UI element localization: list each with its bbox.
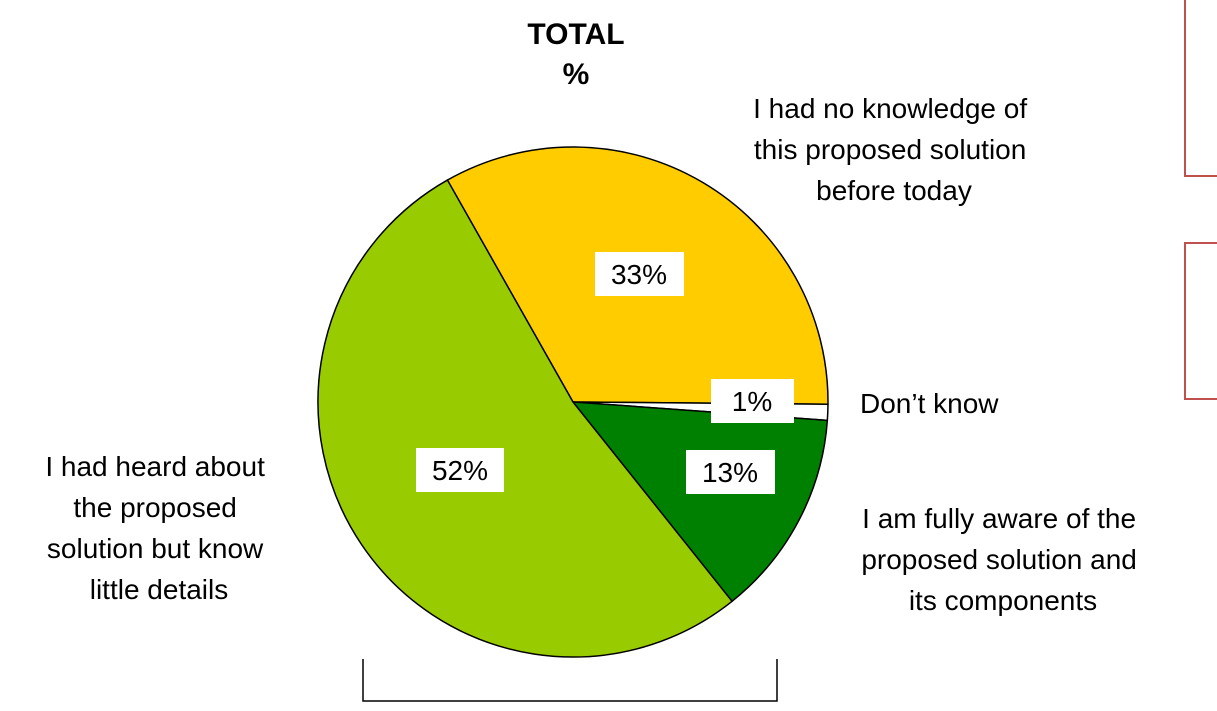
value-label-fully-aware: 13% bbox=[702, 457, 758, 488]
pie-slices bbox=[317, 146, 829, 658]
label-heard-about-line-3: solution but know bbox=[47, 533, 264, 564]
slice-heard-about bbox=[317, 179, 733, 658]
bottom-bracket bbox=[362, 659, 778, 702]
value-box-heard-about bbox=[416, 448, 504, 492]
label-heard-about-line-2: the proposed bbox=[73, 492, 236, 523]
chart-title: TOTAL bbox=[527, 18, 624, 51]
label-no-knowledge-line-2: this proposed solution bbox=[754, 134, 1026, 165]
accent-box-middle bbox=[1184, 242, 1217, 400]
value-box-no-knowledge bbox=[595, 252, 684, 296]
label-dont-know: Don’t know bbox=[860, 388, 999, 419]
value-label-dont-know: 1% bbox=[732, 386, 772, 417]
value-box-dont-know bbox=[711, 379, 794, 423]
label-fully-aware-line-1: I am fully aware of the bbox=[862, 503, 1136, 534]
label-no-knowledge-line-3: before today bbox=[816, 175, 972, 206]
label-heard-about-line-4: little details bbox=[90, 574, 229, 605]
label-heard-about: I had heard about the proposed solution … bbox=[45, 451, 272, 605]
label-fully-aware-line-2: proposed solution and bbox=[861, 544, 1137, 575]
label-fully-aware: I am fully aware of the proposed solutio… bbox=[861, 503, 1144, 616]
accent-box-top bbox=[1184, 0, 1217, 177]
label-no-knowledge: I had no knowledge of this proposed solu… bbox=[753, 93, 1035, 206]
label-no-knowledge-line-1: I had no knowledge of bbox=[753, 93, 1027, 124]
value-label-no-knowledge: 33% bbox=[611, 259, 667, 290]
label-heard-about-line-1: I had heard about bbox=[45, 451, 265, 482]
chart-subtitle: % bbox=[563, 58, 590, 91]
value-box-fully-aware bbox=[686, 450, 775, 494]
value-label-heard-about: 52% bbox=[432, 455, 488, 486]
value-labels: 33% 1% 13% 52% bbox=[416, 252, 794, 494]
label-fully-aware-line-3: its components bbox=[909, 585, 1097, 616]
